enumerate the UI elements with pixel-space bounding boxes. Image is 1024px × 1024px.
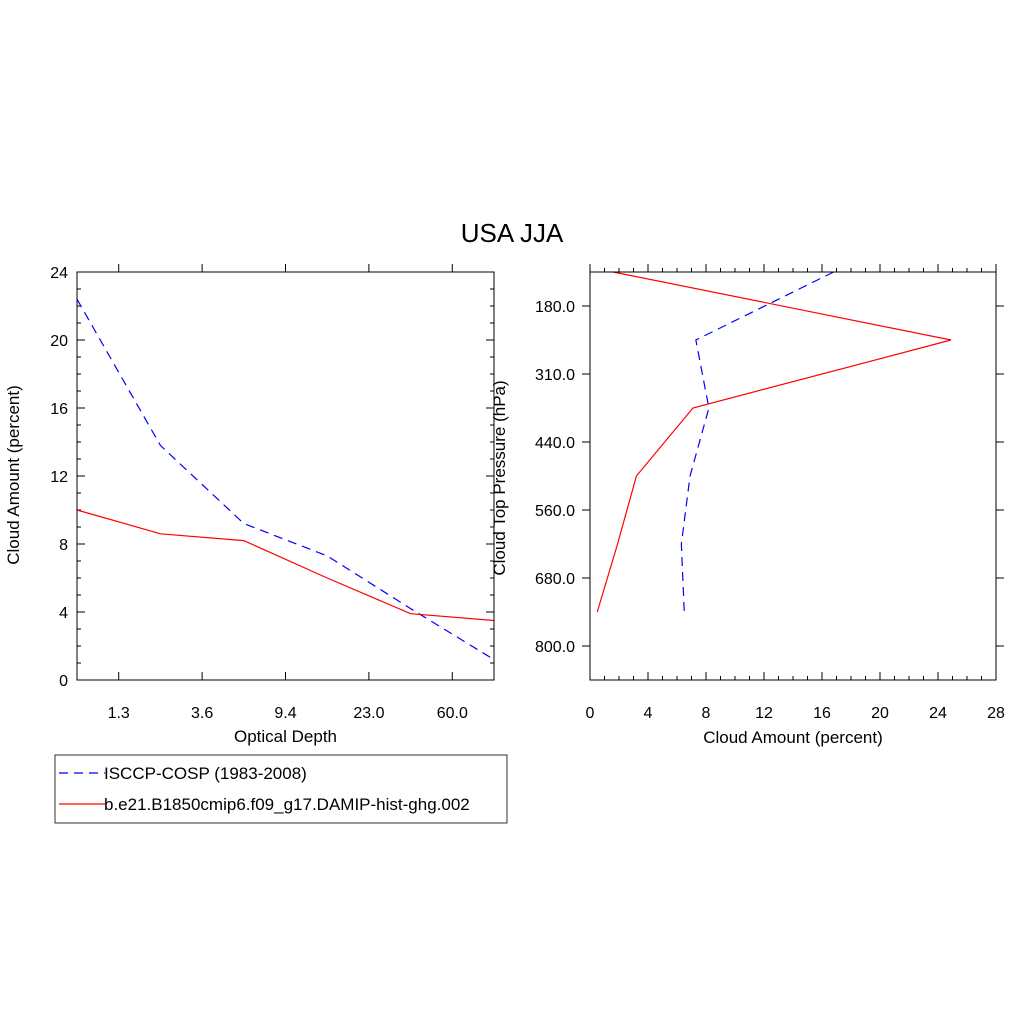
x-tick-label: 0 xyxy=(586,705,595,722)
cloud-top-pressure-plot: 0 4 8 12 16 20 24 28 180.0 310.0 440.0 560.0 680.0 80… xyxy=(490,264,1005,747)
x-tick-label: 60.0 xyxy=(437,705,468,722)
y-axis-label: Cloud Top Pressure (hPa) xyxy=(490,380,509,575)
y-tick-label: 560.0 xyxy=(535,503,575,520)
x-tick-label: 3.6 xyxy=(191,705,213,722)
series-line xyxy=(596,271,952,613)
legend-label: b.e21.B1850cmip6.f09_g17.DAMIP-hist-ghg.… xyxy=(104,795,470,814)
optical-depth-plot: 0 4 8 12 16 20 24 1.3 3.6 9.4 23.0 60.0 Optical Dept… xyxy=(4,264,495,746)
y-tick-label: 800.0 xyxy=(535,639,575,656)
y-axis-label: Cloud Amount (percent) xyxy=(4,385,23,565)
y-tick-label: 180.0 xyxy=(535,299,575,316)
y-tick-label: 16 xyxy=(50,401,68,418)
x-tick-label: 23.0 xyxy=(353,705,384,722)
x-axis-label: Optical Depth xyxy=(234,727,337,746)
x-tick-label: 28 xyxy=(987,705,1005,722)
x-tick-label: 24 xyxy=(929,705,947,722)
legend-label: ISCCP-COSP (1983-2008) xyxy=(104,764,307,783)
legend: ISCCP-COSP (1983-2008) b.e21.B1850cmip6.f… xyxy=(54,754,508,824)
x-tick-label: 16 xyxy=(813,705,831,722)
x-tick-label: 12 xyxy=(755,705,773,722)
x-tick-label: 1.3 xyxy=(108,705,130,722)
series-line xyxy=(76,509,495,622)
y-tick-label: 12 xyxy=(50,469,68,486)
x-tick-label: 8 xyxy=(702,705,711,722)
y-tick-label: 4 xyxy=(59,605,68,622)
chart-title: USA JJA xyxy=(461,218,564,248)
legend-box xyxy=(54,754,508,824)
series-line xyxy=(680,271,834,613)
y-tick-label: 680.0 xyxy=(535,571,575,588)
y-tick-label: 8 xyxy=(59,537,68,554)
x-tick-label: 4 xyxy=(644,705,653,722)
x-tick-label: 20 xyxy=(871,705,889,722)
x-axis-label: Cloud Amount (percent) xyxy=(703,728,883,747)
y-tick-label: 440.0 xyxy=(535,435,575,452)
y-tick-label: 0 xyxy=(59,673,68,690)
y-tick-label: 20 xyxy=(50,333,68,350)
plot-frame xyxy=(76,271,495,681)
y-tick-label: 24 xyxy=(50,265,68,282)
plot-frame xyxy=(589,271,997,681)
y-tick-label: 310.0 xyxy=(535,367,575,384)
x-tick-label: 9.4 xyxy=(274,705,296,722)
series-line xyxy=(76,298,495,661)
